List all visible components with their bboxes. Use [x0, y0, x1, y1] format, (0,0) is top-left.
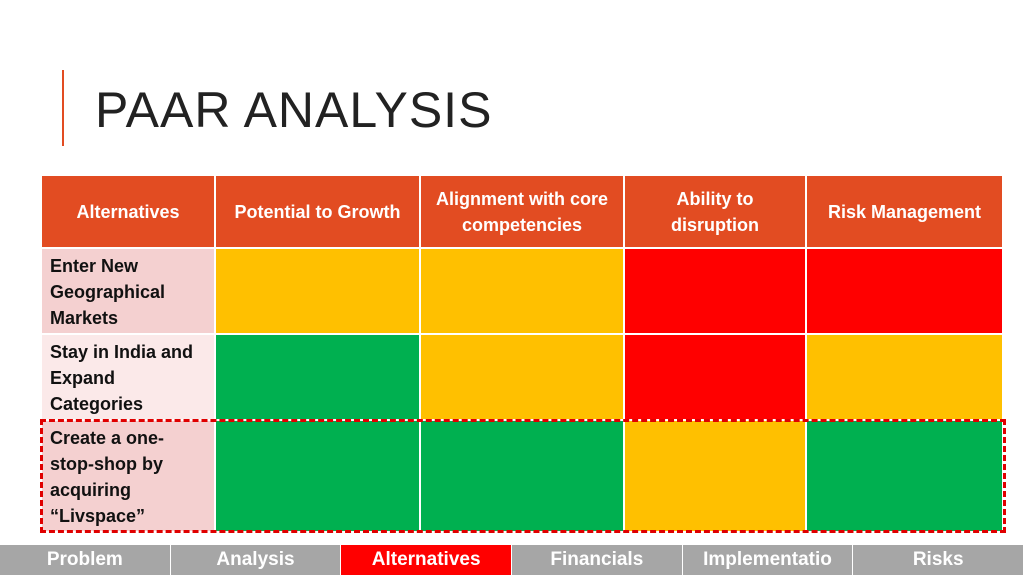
rating-cell: [421, 249, 623, 333]
rating-cell: [625, 421, 805, 531]
rating-cell: [421, 421, 623, 531]
row-label: Stay in India and Expand Categories: [42, 335, 214, 419]
rating-cell: [807, 421, 1002, 531]
column-header: Alignment with core competencies: [421, 176, 623, 247]
column-header: Potential to Growth: [216, 176, 419, 247]
title-accent: [62, 70, 64, 146]
row-label: Create a one-stop-shop by acquiring “Liv…: [42, 421, 214, 531]
column-header: Risk Management: [807, 176, 1002, 247]
nav-tab[interactable]: Analysis: [170, 545, 342, 575]
rating-cell: [807, 249, 1002, 333]
nav-tab[interactable]: Problem: [0, 545, 171, 575]
rating-cell: [216, 249, 419, 333]
rating-cell: [807, 335, 1002, 419]
rating-cell: [216, 421, 419, 531]
rating-cell: [625, 249, 805, 333]
nav-tab[interactable]: Implementatio: [682, 545, 854, 575]
rating-cell: [216, 335, 419, 419]
row-label: Enter New Geographical Markets: [42, 249, 214, 333]
nav-tab[interactable]: Financials: [512, 545, 683, 575]
nav-tab[interactable]: Alternatives: [341, 545, 512, 575]
column-header: Alternatives: [42, 176, 214, 247]
nav-tab[interactable]: Risks: [853, 545, 1024, 575]
slide-title: PAAR ANALYSIS: [95, 82, 493, 138]
column-header: Ability to disruption: [625, 176, 805, 247]
rating-cell: [625, 335, 805, 419]
rating-cell: [421, 335, 623, 419]
